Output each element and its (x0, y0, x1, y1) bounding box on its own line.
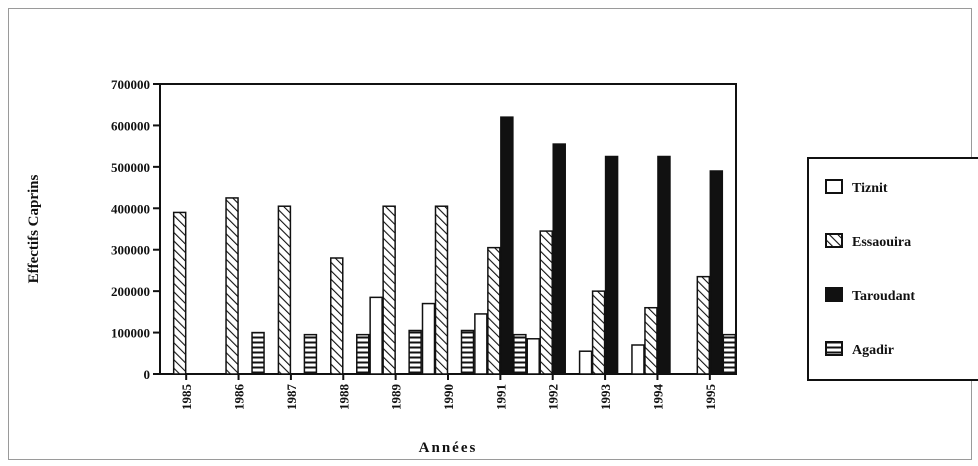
x-axis-title: Années (419, 440, 478, 456)
y-tick-label: 0 (144, 367, 151, 382)
legend-label-agadir: Agadir (852, 343, 894, 358)
y-tick-label: 300000 (111, 243, 150, 258)
legend-swatch-essaouira (825, 233, 843, 248)
legend-label-taroudant: Taroudant (852, 289, 915, 304)
bar-tiznit-1993 (578, 350, 593, 375)
bars-group (172, 116, 737, 375)
x-tick-label: 1986 (232, 384, 247, 411)
legend-swatch-tiznit (825, 179, 843, 194)
y-tick-label: 100000 (111, 326, 150, 341)
y-tick-label: 400000 (111, 201, 150, 216)
bar-taroudant-1993 (604, 155, 619, 375)
bar-agadir-1987 (303, 333, 318, 375)
bar-essaouira-1994 (644, 306, 658, 375)
y-tick-label: 200000 (111, 284, 150, 299)
bar-tiznit-1989 (369, 296, 383, 375)
legend-swatch-taroudant (825, 287, 843, 302)
x-tick-label: 1993 (598, 384, 613, 411)
x-axis: 1985 1986 1987 1988 1989 1990 1991 1992 1993 1994… (179, 374, 718, 410)
bar-essaouira-1992 (539, 230, 553, 375)
bar-agadir-1988 (356, 333, 370, 375)
legend: Tiznit Essaouira Taroudant Agadir (825, 179, 915, 358)
bar-essaouira-1988 (330, 257, 344, 375)
bar-tiznit-1991 (474, 313, 488, 375)
bar-agadir-1990 (460, 329, 475, 375)
x-tick-label: 1991 (493, 384, 508, 410)
y-axis-title: Effectifs Caprins (26, 174, 42, 283)
bar-agadir-1995 (722, 333, 737, 375)
y-axis: 0 100000 200000 300000 400000 500000 600000 700… (111, 77, 160, 382)
bar-agadir-1986 (251, 331, 265, 375)
legend-label-tiznit: Tiznit (852, 181, 888, 196)
y-tick-label: 500000 (111, 160, 150, 175)
bar-agadir-1989 (408, 329, 422, 375)
bar-taroudant-1991 (500, 116, 514, 375)
bar-essaouira-1987 (277, 205, 292, 375)
bar-essaouira-1995 (696, 275, 711, 375)
bar-taroudant-1992 (552, 143, 566, 375)
x-tick-label: 1992 (546, 384, 561, 410)
bar-essaouira-1990 (434, 205, 449, 375)
x-tick-label: 1990 (441, 384, 456, 410)
y-tick-label: 600000 (111, 118, 150, 133)
x-tick-label: 1989 (389, 384, 404, 411)
bar-essaouira-1989 (382, 205, 396, 375)
x-tick-label: 1995 (703, 384, 718, 411)
bar-agadir-1991 (513, 333, 527, 375)
bar-essaouira-1985 (172, 211, 187, 375)
bar-tiznit-1992 (526, 338, 540, 375)
bar-essaouira-1986 (225, 197, 239, 375)
bar-taroudant-1995 (709, 170, 724, 375)
bar-essaouira-1993 (591, 290, 606, 375)
bar-tiznit-1990 (421, 302, 436, 375)
x-tick-label: 1988 (336, 384, 351, 411)
bar-essaouira-1991 (487, 246, 501, 375)
y-tick-label: 700000 (111, 77, 150, 92)
x-tick-label: 1985 (179, 384, 194, 411)
x-tick-label: 1994 (650, 384, 665, 411)
bar-tiznit-1994 (631, 344, 645, 375)
x-tick-label: 1987 (284, 384, 299, 411)
legend-label-essaouira: Essaouira (852, 235, 911, 250)
bar-taroudant-1994 (657, 155, 671, 375)
legend-swatch-agadir (825, 341, 843, 356)
